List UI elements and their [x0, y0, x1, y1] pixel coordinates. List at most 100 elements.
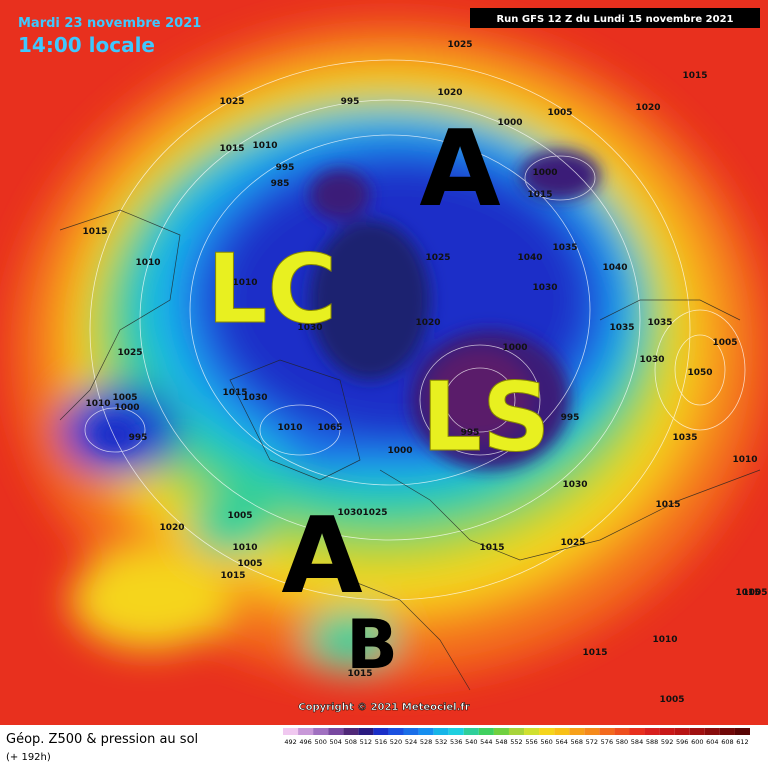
pressure-labels: 1025 1015 1020 1025 995 1000 1005 1020 1015 1010 9… [82, 40, 767, 705]
scale-label: 520 [390, 738, 402, 746]
annotation: A [419, 108, 500, 230]
pressure-label: 1010 [732, 455, 757, 465]
pressure-label: 1015 [222, 388, 247, 398]
scale-swatch [448, 728, 464, 735]
scale-swatch [418, 728, 434, 735]
pressure-label: 1010 [252, 141, 277, 151]
scale-label: 552 [510, 738, 522, 746]
scale-swatch [614, 728, 630, 735]
pressure-label: 1025 [219, 97, 244, 107]
scale-swatch [283, 728, 299, 735]
pressure-label: 1010 [85, 399, 110, 409]
pressure-label: 995 [341, 97, 360, 107]
scale-label: 604 [706, 738, 718, 746]
scale-label: 500 [314, 738, 326, 746]
pressure-label: 1015 [582, 648, 607, 658]
scale-label: 508 [345, 738, 357, 746]
scale-swatch [539, 728, 555, 735]
pressure-label: 1035 [647, 318, 672, 328]
annotation: LS [422, 363, 551, 473]
pressure-label: 1025 [560, 538, 585, 548]
copyright: Copyright © 2021 Meteociel.fr [298, 702, 469, 713]
time: 14:00 locale [18, 33, 155, 57]
footer-title: Géop. Z500 & pression au sol [6, 732, 198, 747]
scale-swatch [584, 728, 600, 735]
pressure-label: 1020 [635, 103, 660, 113]
scale-label: 492 [284, 738, 296, 746]
scale-label: 600 [691, 738, 703, 746]
scale-label: 516 [375, 738, 387, 746]
scale-label: 496 [299, 738, 311, 746]
scale-label: 592 [661, 738, 673, 746]
pressure-label: 1015 [347, 669, 372, 679]
pressure-label: 1030 [297, 323, 322, 333]
scale-swatch [689, 728, 705, 735]
scale-swatch [403, 728, 419, 735]
pressure-label: 1015 [479, 543, 504, 553]
pressure-label: 1035 [672, 433, 697, 443]
scale-swatch [644, 728, 660, 735]
annotation: LC [207, 235, 337, 345]
pressure-label: 1030 [242, 393, 267, 403]
coastlines [59, 209, 761, 691]
footer-lead: (+ 192h) [6, 752, 51, 763]
scale-label: 528 [420, 738, 432, 746]
scale-label: 576 [601, 738, 613, 746]
scale-swatch [478, 728, 494, 735]
scale-label: 564 [555, 738, 567, 746]
scale-label: 532 [435, 738, 447, 746]
pressure-label: 1025 [425, 253, 450, 263]
pressure-label: 1015 [735, 588, 760, 598]
scale-label: 548 [495, 738, 507, 746]
pressure-label: 1025 [117, 348, 142, 358]
pressure-label: 1025 [362, 508, 387, 518]
scale-label: 608 [721, 738, 733, 746]
scale-label: 512 [360, 738, 372, 746]
scale-swatch [508, 728, 525, 735]
pressure-label: 1030 [532, 283, 557, 293]
pressure-label: 1010 [135, 258, 160, 268]
pressure-label: 1005 [547, 108, 572, 118]
pressure-label: 1015 [682, 71, 707, 81]
pressure-label: 1000 [114, 403, 139, 413]
pressure-label: 985 [271, 179, 290, 189]
scale-swatch [328, 728, 344, 735]
pressure-label: 1020 [415, 318, 440, 328]
pressure-label: 1040 [602, 263, 627, 273]
run-info: Run GFS 12 Z du Lundi 15 novembre 2021 [496, 14, 733, 25]
scale-label: 584 [631, 738, 643, 746]
scale-label: 568 [571, 738, 583, 746]
date: Mardi 23 novembre 2021 [18, 16, 201, 31]
scale-swatch [313, 728, 329, 735]
pressure-label: 1000 [497, 118, 522, 128]
isobars [84, 59, 746, 601]
pressure-label: 1000 [387, 446, 412, 456]
pressure-label: 1000 [532, 168, 557, 178]
geopotential-field [0, 0, 768, 725]
color-scale: 492 496 500 504 508 512 516 520 524 528 532 536 540 5… [283, 728, 750, 746]
scale-swatch [373, 728, 389, 735]
pressure-label: 1005 [237, 559, 262, 569]
pressure-label: 1015 [219, 144, 244, 154]
scale-swatch [659, 728, 675, 735]
pressure-label: 995 [561, 413, 580, 423]
scale-swatch [554, 728, 570, 735]
pressure-label: 1005 [227, 511, 252, 521]
pressure-label: 1010 [232, 278, 257, 288]
scale-label: 536 [450, 738, 462, 746]
pressure-label: 1015 [220, 571, 245, 581]
scale-swatch [298, 728, 314, 735]
scale-label: 524 [405, 738, 417, 746]
run-box [470, 8, 760, 28]
pressure-label: 995 [129, 433, 148, 443]
scale-swatch [569, 728, 585, 735]
pressure-label: 1030 [639, 355, 664, 365]
scale-swatch [524, 728, 540, 735]
pressure-label: 1050 [687, 368, 712, 378]
pressure-label: 1005 [659, 695, 684, 705]
pressure-label: 1015 [82, 227, 107, 237]
scale-label: 544 [480, 738, 492, 746]
scale-swatch [599, 728, 615, 735]
